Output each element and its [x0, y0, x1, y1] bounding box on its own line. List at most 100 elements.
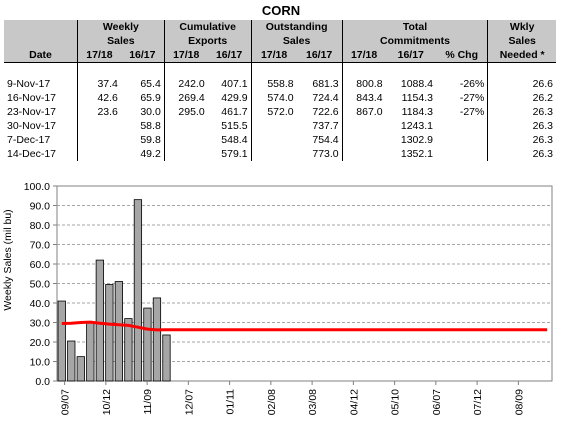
cell-os1: 558.8	[250, 77, 297, 91]
y-tick-label: 90.0	[30, 201, 51, 213]
cell-ce2: 579.1	[221, 148, 248, 160]
cell-ws2: 65.4	[140, 78, 161, 90]
y-tick-label: 50.0	[30, 279, 51, 291]
cell-wn: 26.3	[487, 119, 556, 133]
table-row: 16-Nov-17 42.6 65.9 269.4 429.9 574.0 724.4 843…	[4, 91, 556, 105]
cell-ce2: 407.1	[221, 78, 248, 90]
weekly-needed-header-3: Needed *	[487, 48, 556, 63]
cumulative-exports-header-2: Exports	[163, 34, 252, 48]
table-row: 9-Nov-17 37.4 65.4 242.0 407.1 558.8 681.3 800.…	[4, 77, 556, 91]
cell-pct	[436, 119, 488, 133]
cell-wn: 26.6	[487, 77, 556, 91]
x-tick-label: 12/07	[183, 389, 195, 415]
tc-1617-header: 16/17	[385, 48, 436, 63]
table-row: 14-Dec-17 49.2 579.1 773.0 1352.1 26.3	[4, 147, 556, 161]
date-header-blank-2	[4, 34, 78, 48]
cell-ce1	[163, 133, 208, 147]
x-tick-label: 04/12	[348, 389, 360, 415]
cell-ce1	[163, 119, 208, 133]
x-tick-label: 11/09	[142, 389, 154, 415]
tc-1718-header: 17/18	[341, 48, 386, 63]
cell-tc1	[341, 133, 386, 147]
bar	[95, 259, 104, 382]
bar	[105, 284, 114, 382]
sales-table: Weekly Cumulative Outstanding Total Wkly…	[4, 20, 556, 161]
tc-pct-header: % Chg	[436, 48, 488, 63]
table-header-row-1: Weekly Cumulative Outstanding Total Wkly	[4, 20, 556, 34]
cell-ws1	[76, 147, 121, 161]
y-tick-label: 20.0	[30, 337, 51, 349]
cell-pct: -26%	[459, 78, 485, 90]
table-row: 30-Nov-17 58.8 515.5 737.7 1243.1 26.3	[4, 119, 556, 133]
cell-date: 14-Dec-17	[7, 148, 57, 160]
table-header-row-2: Sales Exports Sales Commitments Sales	[4, 34, 556, 48]
table-row: 7-Dec-17 59.8 548.4 754.4 1302.9 26.3	[4, 133, 556, 147]
cell-date: 7-Dec-17	[7, 134, 51, 146]
cell-wn: 26.3	[487, 147, 556, 161]
cell-pct	[436, 133, 488, 147]
date-header: Date	[4, 48, 78, 63]
cell-os1: 574.0	[250, 91, 297, 105]
cell-tc1: 843.4	[341, 91, 386, 105]
cell-tc1	[341, 147, 386, 161]
cell-ce2: 429.9	[221, 92, 248, 104]
y-axis-ticks: 0.0 10.0 20.0 30.0 40.0 50.0 60.0 70.0 80.0 90.0 1…	[24, 181, 57, 388]
y-axis-label: Weekly Sales (mil bu)	[2, 209, 14, 310]
cell-os2: 773.0	[312, 148, 339, 160]
cell-ws2: 49.2	[140, 148, 161, 160]
weekly-needed-header-2: Sales	[487, 34, 556, 48]
cell-os1	[250, 119, 297, 133]
cell-pct: -27%	[459, 106, 485, 118]
x-tick-label: 05/10	[390, 389, 402, 415]
x-tick-label: 01/11	[225, 389, 237, 415]
weekly-sales-needed-line	[61, 320, 548, 332]
cell-ce1: 295.0	[163, 105, 208, 119]
page-title: CORN	[261, 3, 301, 18]
cell-os2: 724.4	[312, 92, 339, 104]
cell-os2: 754.4	[312, 134, 339, 146]
cell-ws2: 58.8	[140, 120, 161, 132]
cell-date: 16-Nov-17	[7, 92, 57, 104]
outstanding-sales-header: Outstanding	[250, 20, 343, 34]
ce-1718-header: 17/18	[163, 48, 208, 63]
date-header-blank	[4, 20, 78, 34]
bar	[57, 300, 66, 382]
x-tick-label: 02/08	[266, 389, 278, 415]
cell-os2: 722.6	[312, 106, 339, 118]
cumulative-exports-header: Cumulative	[163, 20, 252, 34]
y-tick-label: 100.0	[24, 181, 50, 193]
weekly-sales-chart: 0.0 10.0 20.0 30.0 40.0 50.0 60.0 70.0 80.0 90.0 1…	[2, 181, 553, 415]
y-tick-label: 30.0	[30, 318, 51, 330]
cell-ws1: 37.4	[76, 77, 121, 91]
x-tick-label: 08/09	[513, 389, 525, 415]
cell-tc2: 1302.9	[400, 134, 433, 146]
cell-ws2: 30.0	[140, 106, 161, 118]
ce-1617-header: 16/17	[207, 48, 252, 63]
outstanding-sales-header-2: Sales	[250, 34, 343, 48]
cell-ws1	[76, 119, 121, 133]
cell-ce2: 515.5	[221, 120, 248, 132]
cell-tc2: 1352.1	[400, 148, 433, 160]
cell-tc1: 800.8	[341, 77, 386, 91]
x-tick-label: 09/07	[60, 389, 72, 415]
cell-ce2: 461.7	[221, 106, 248, 118]
x-tick-label: 07/12	[472, 389, 484, 415]
os-1617-header: 16/17	[296, 48, 343, 63]
os-1718-header: 17/18	[250, 48, 297, 63]
total-commitments-header: Total	[341, 20, 488, 34]
cell-tc1: 867.0	[341, 105, 386, 119]
cell-os2: 681.3	[312, 78, 339, 90]
bar	[86, 322, 95, 382]
cell-ce2: 548.4	[221, 134, 248, 146]
cell-os1: 572.0	[250, 105, 297, 119]
cell-os2: 737.7	[312, 120, 339, 132]
cell-wn: 26.2	[487, 91, 556, 105]
weekly-sales-header: Weekly	[77, 20, 165, 34]
y-tick-label: 60.0	[30, 259, 51, 271]
bar-series	[57, 199, 171, 382]
ws-1718-header: 17/18	[76, 48, 121, 63]
cell-pct: -27%	[459, 92, 485, 104]
y-tick-label: 40.0	[30, 298, 51, 310]
table-header-row-3: Date 17/18 16/17 17/18 16/17 17/18 16/17…	[4, 48, 556, 63]
cell-date: 30-Nov-17	[7, 120, 57, 132]
